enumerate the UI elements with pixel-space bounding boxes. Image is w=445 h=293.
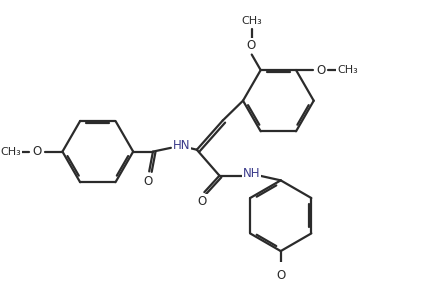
Text: CH₃: CH₃ [337,65,358,75]
Text: O: O [198,195,207,208]
Text: NH: NH [243,167,260,180]
Text: CH₃: CH₃ [0,146,21,156]
Text: HN: HN [173,139,190,152]
Text: O: O [143,175,152,188]
Text: O: O [247,39,256,52]
Text: O: O [32,145,41,158]
Text: CH₃: CH₃ [241,16,262,25]
Text: O: O [276,269,285,282]
Text: O: O [316,64,325,76]
